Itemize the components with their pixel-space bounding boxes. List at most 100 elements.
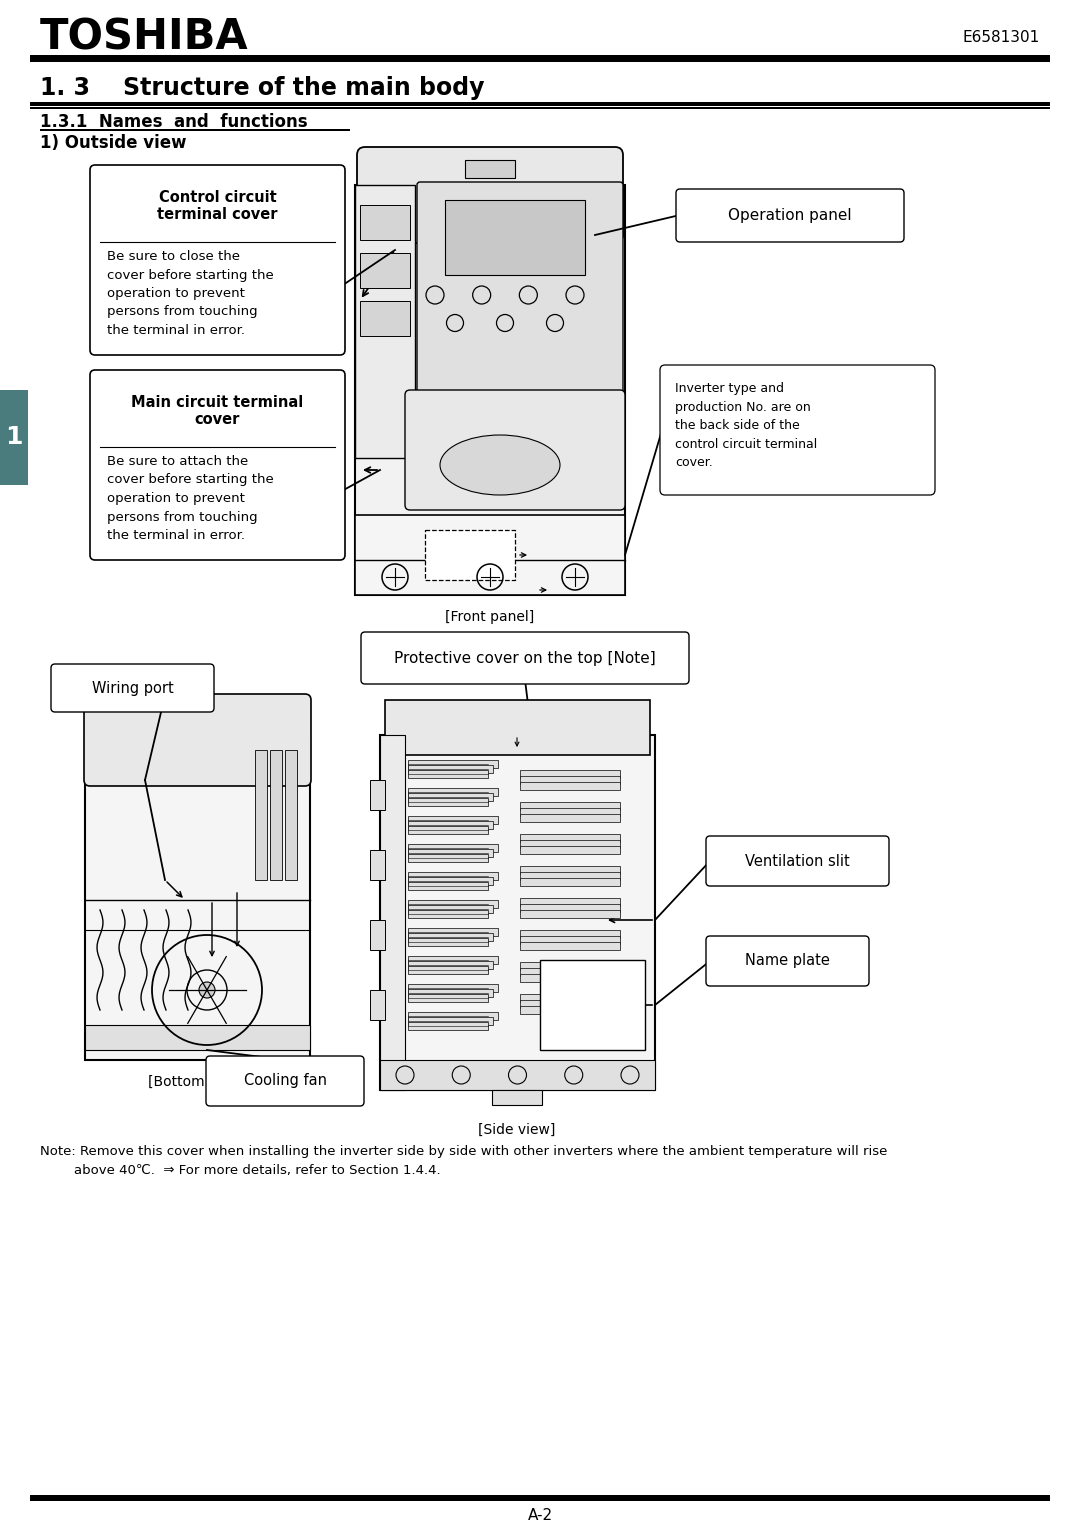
- Bar: [355, 185, 415, 458]
- Bar: [519, 878, 620, 885]
- Bar: [380, 735, 405, 1089]
- Bar: [408, 844, 498, 852]
- Bar: [519, 1000, 620, 1008]
- Bar: [408, 1013, 498, 1020]
- FancyBboxPatch shape: [90, 165, 345, 355]
- FancyBboxPatch shape: [676, 188, 904, 242]
- FancyBboxPatch shape: [355, 185, 625, 594]
- Ellipse shape: [440, 435, 561, 495]
- Text: Control circuit
terminal cover: Control circuit terminal cover: [158, 190, 278, 222]
- Bar: [370, 990, 384, 1020]
- Text: Note: Remove this cover when installing the inverter side by side with other inv: Note: Remove this cover when installing …: [40, 1144, 888, 1177]
- Text: Protective cover on the top [Note]: Protective cover on the top [Note]: [394, 651, 656, 665]
- Bar: [270, 751, 282, 879]
- FancyBboxPatch shape: [417, 182, 623, 398]
- Bar: [519, 801, 620, 810]
- FancyBboxPatch shape: [357, 147, 623, 244]
- Text: Operation panel: Operation panel: [728, 208, 852, 224]
- Text: Cooling fan: Cooling fan: [243, 1074, 326, 1089]
- Bar: [519, 930, 620, 938]
- Bar: [30, 55, 1050, 61]
- Bar: [408, 882, 488, 890]
- Bar: [408, 967, 488, 974]
- Bar: [408, 826, 488, 833]
- Bar: [519, 813, 620, 823]
- Text: [Side view]: [Side view]: [478, 1123, 556, 1137]
- Text: [Front panel]: [Front panel]: [445, 610, 535, 624]
- Bar: [408, 1017, 492, 1025]
- Bar: [408, 910, 488, 918]
- Bar: [408, 787, 498, 797]
- Bar: [519, 898, 620, 905]
- Bar: [519, 1007, 620, 1014]
- FancyBboxPatch shape: [90, 371, 345, 561]
- Text: TOSHIBA: TOSHIBA: [40, 17, 248, 60]
- Bar: [408, 821, 492, 829]
- Bar: [370, 780, 384, 810]
- Text: 1. 3    Structure of the main body: 1. 3 Structure of the main body: [40, 77, 485, 100]
- FancyBboxPatch shape: [206, 1056, 364, 1106]
- Bar: [408, 905, 492, 913]
- FancyBboxPatch shape: [706, 836, 889, 885]
- Text: 1: 1: [5, 424, 23, 449]
- Text: Ventilation slit: Ventilation slit: [745, 853, 850, 869]
- Bar: [370, 921, 384, 950]
- Bar: [519, 910, 620, 918]
- FancyBboxPatch shape: [85, 740, 310, 1060]
- Bar: [540, 961, 645, 1049]
- FancyBboxPatch shape: [706, 936, 869, 987]
- Bar: [380, 1060, 654, 1089]
- Bar: [519, 777, 620, 784]
- Bar: [408, 817, 498, 824]
- Text: A-2: A-2: [527, 1507, 553, 1523]
- Text: Wiring port: Wiring port: [92, 680, 174, 696]
- Bar: [465, 159, 515, 178]
- Circle shape: [199, 982, 215, 997]
- Bar: [519, 872, 620, 879]
- Bar: [519, 781, 620, 791]
- Bar: [408, 933, 492, 941]
- Bar: [30, 1495, 1050, 1501]
- Bar: [408, 764, 492, 774]
- Bar: [408, 961, 492, 970]
- Bar: [492, 1089, 542, 1105]
- Bar: [360, 300, 410, 336]
- Bar: [408, 899, 498, 908]
- Text: Be sure to close the
cover before starting the
operation to prevent
persons from: Be sure to close the cover before starti…: [107, 250, 273, 337]
- Bar: [360, 205, 410, 241]
- Bar: [408, 849, 492, 856]
- Bar: [408, 872, 498, 879]
- Bar: [408, 853, 488, 863]
- Text: 1) Outside view: 1) Outside view: [40, 133, 187, 152]
- Text: 1.3.1  Names  and  functions: 1.3.1 Names and functions: [40, 113, 308, 132]
- Bar: [408, 1022, 488, 1030]
- FancyBboxPatch shape: [51, 663, 214, 712]
- Bar: [30, 103, 1050, 106]
- Text: [Bottom view]: [Bottom view]: [148, 1075, 246, 1089]
- Bar: [0, 391, 28, 486]
- Bar: [519, 840, 620, 849]
- Text: Main circuit terminal
cover: Main circuit terminal cover: [132, 395, 303, 427]
- Bar: [360, 253, 410, 288]
- Bar: [519, 942, 620, 950]
- Bar: [426, 530, 515, 581]
- FancyBboxPatch shape: [361, 633, 689, 683]
- Text: Be sure to attach the
cover before starting the
operation to prevent
persons fro: Be sure to attach the cover before start…: [107, 455, 273, 542]
- Bar: [445, 201, 585, 276]
- Bar: [519, 846, 620, 853]
- Text: Name plate: Name plate: [745, 953, 829, 968]
- Text: Inverter type and
production No. are on
the back side of the
control circuit ter: Inverter type and production No. are on …: [675, 381, 818, 469]
- Bar: [408, 794, 492, 801]
- Bar: [408, 956, 498, 964]
- Bar: [355, 515, 625, 594]
- Bar: [408, 990, 492, 997]
- Bar: [519, 968, 620, 976]
- Bar: [408, 876, 492, 885]
- Bar: [408, 771, 488, 778]
- Bar: [408, 760, 498, 768]
- Bar: [285, 751, 297, 879]
- Bar: [85, 1025, 310, 1049]
- Text: E6581301: E6581301: [962, 31, 1040, 46]
- FancyBboxPatch shape: [660, 365, 935, 495]
- Bar: [370, 850, 384, 879]
